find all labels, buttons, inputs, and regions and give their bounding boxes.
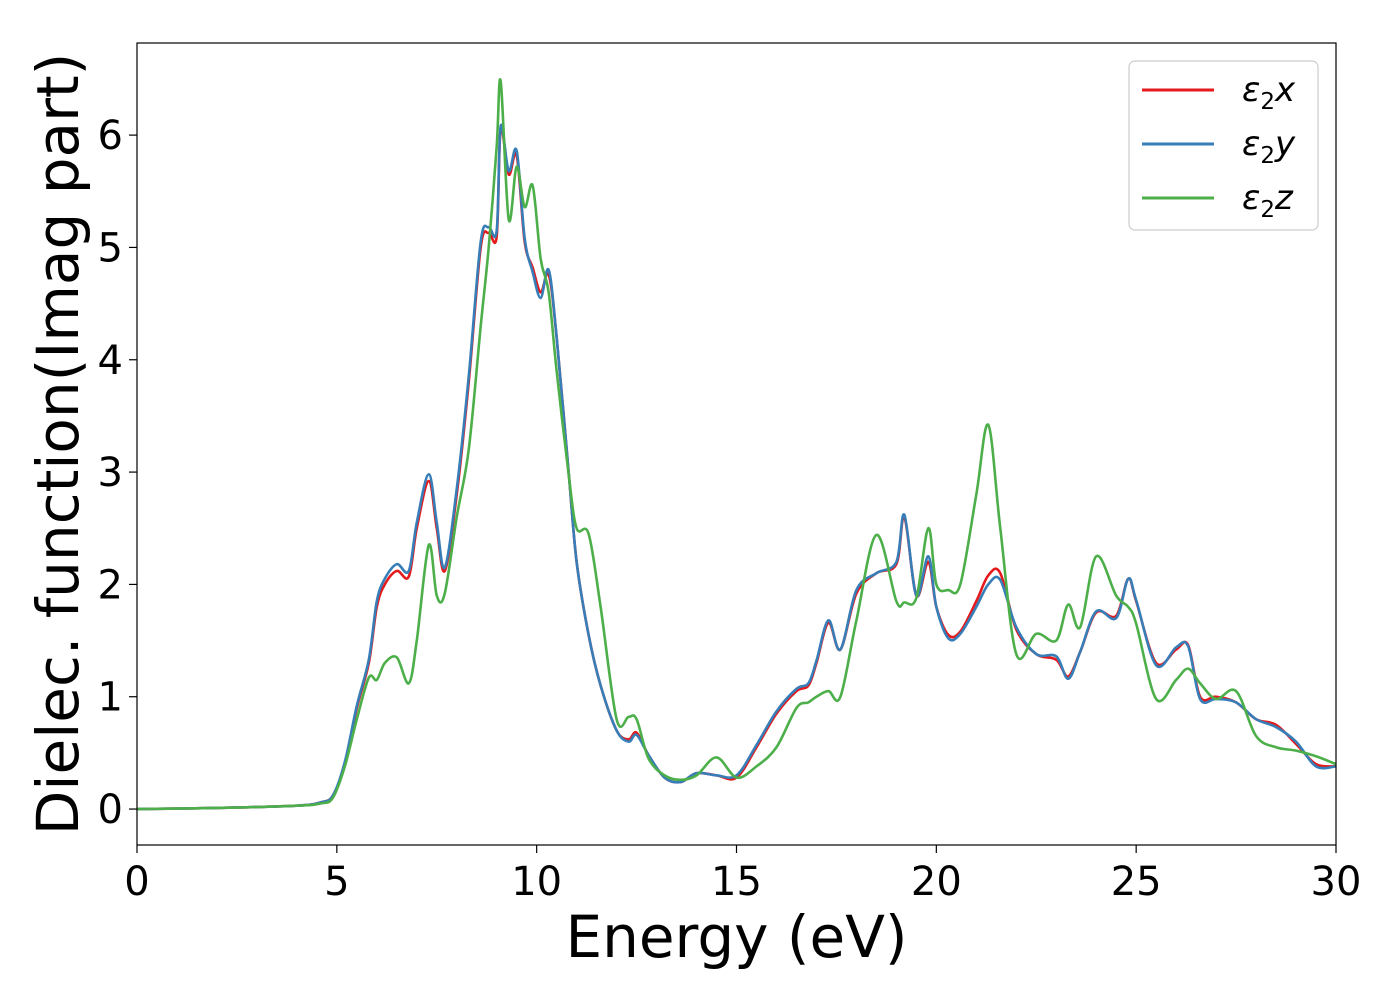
x-tick-label: 10 (511, 859, 562, 905)
series-line-y (136, 123, 1337, 811)
y-axis-ticks: 0 1 2 3 4 5 6 (98, 113, 137, 833)
x-tick-label: 20 (911, 859, 962, 905)
x-tick-label: 0 (124, 859, 149, 905)
legend-label-y: ε2y (1242, 124, 1296, 169)
x-axis-label: Energy (eV) (565, 903, 907, 971)
legend-label-z: ε2z (1242, 178, 1294, 223)
series-line-z (136, 78, 1337, 811)
y-axis-label: Dielec. function(Imag part) (24, 53, 92, 836)
y-tick-label: 2 (98, 562, 123, 608)
legend-label-x: ε2x (1242, 70, 1296, 115)
x-tick-label: 15 (711, 859, 762, 905)
x-tick-label: 5 (324, 859, 349, 905)
y-tick-label: 3 (98, 450, 123, 496)
y-tick-label: 0 (98, 787, 123, 833)
y-tick-label: 5 (98, 225, 123, 271)
x-axis-ticks: 0 5 10 15 20 25 30 (124, 845, 1361, 905)
y-tick-label: 4 (98, 338, 123, 384)
x-tick-label: 30 (1311, 859, 1362, 905)
x-tick-label: 25 (1111, 859, 1162, 905)
legend-box (1128, 60, 1319, 231)
y-tick-label: 6 (98, 113, 123, 159)
legend: ε2x ε2y ε2z (1128, 60, 1319, 231)
plot-lines (136, 78, 1337, 811)
y-tick-label: 1 (98, 675, 123, 721)
